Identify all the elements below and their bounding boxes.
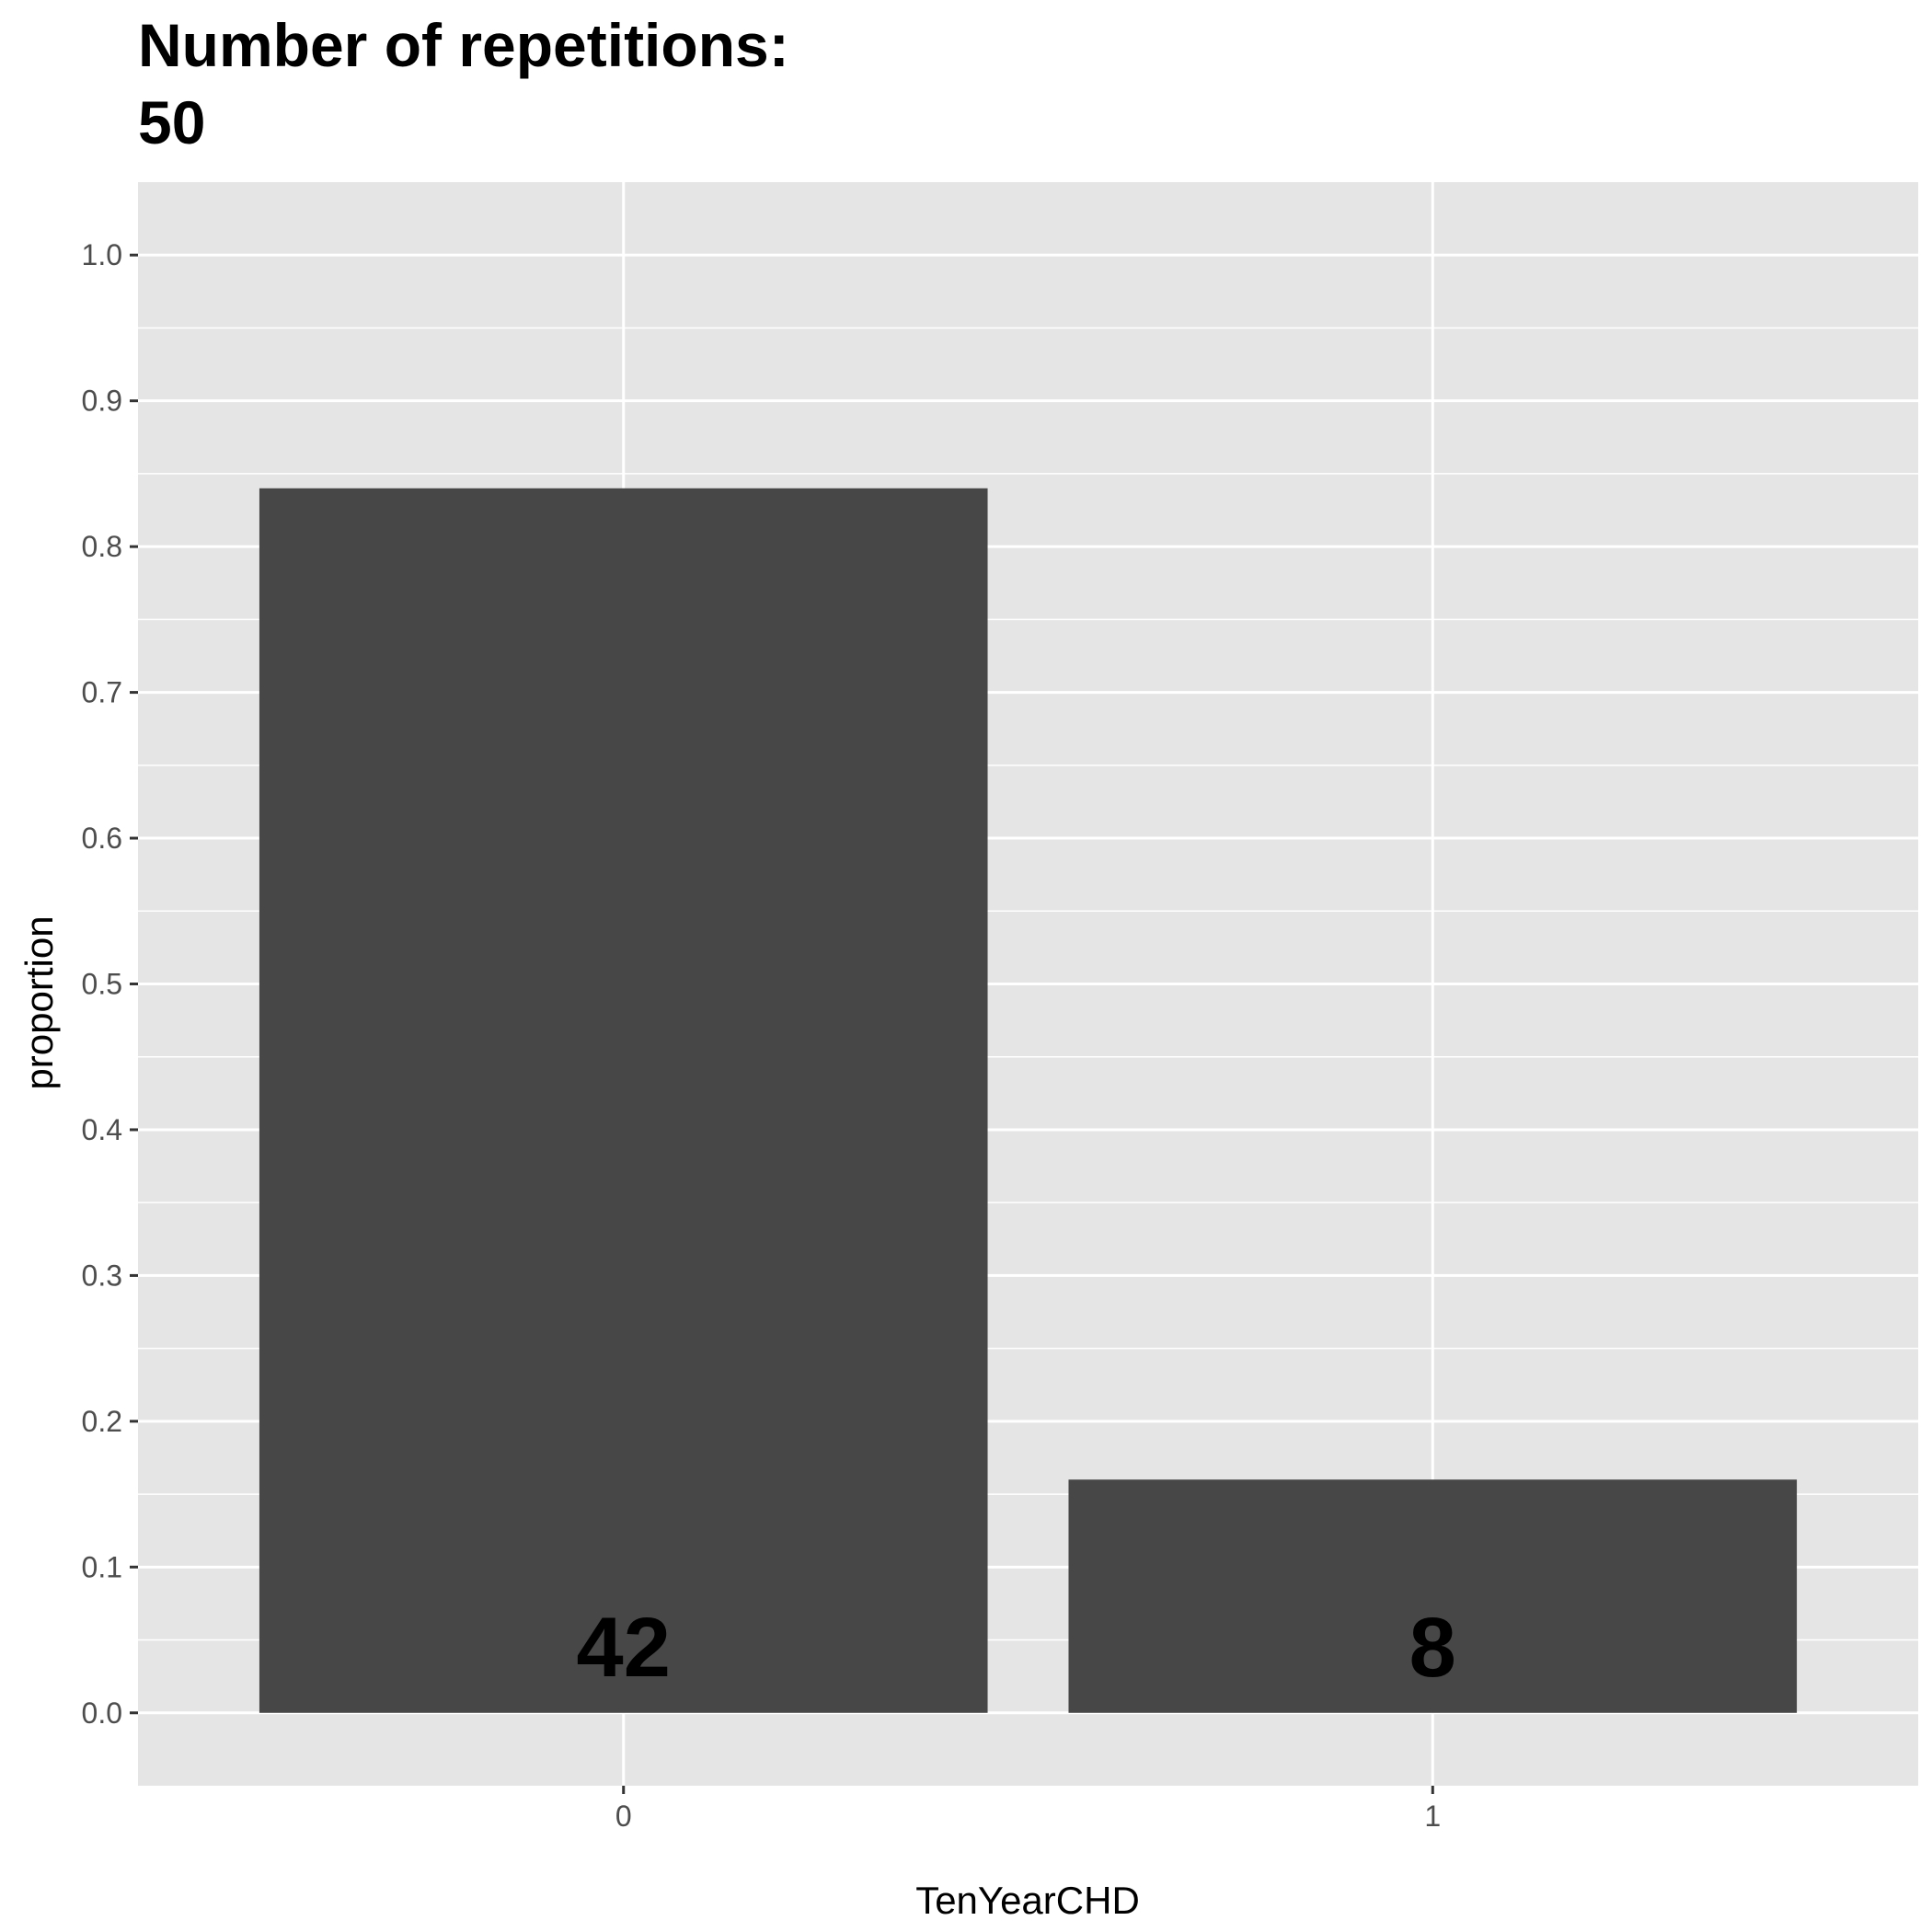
y-tick-label: 0.5	[82, 968, 122, 1001]
y-axis-title: proportion	[17, 915, 61, 1089]
y-tick-label: 1.0	[82, 238, 122, 271]
y-tick-label: 0.6	[82, 822, 122, 855]
x-tick-label: 1	[1424, 1800, 1441, 1833]
x-tick-label: 0	[615, 1800, 632, 1833]
bar-0	[259, 489, 988, 1713]
chart-title-line-2: 50	[138, 88, 205, 156]
x-axis-title: TenYearCHD	[915, 1879, 1140, 1922]
y-tick-label: 0.0	[82, 1696, 122, 1730]
y-tick-label: 0.9	[82, 385, 122, 418]
bar-count-label-1: 8	[1409, 1601, 1456, 1695]
y-tick-label: 0.4	[82, 1113, 122, 1146]
y-tick-label: 0.3	[82, 1259, 122, 1292]
y-tick-label: 0.7	[82, 676, 122, 709]
y-axis: 0.0 0.1 0.2 0.3 0.4 0.5 0.6 0.7 0.8 0.9 1.0	[82, 238, 138, 1730]
y-tick-label: 0.2	[82, 1405, 122, 1438]
y-tick-label: 0.1	[82, 1550, 122, 1583]
y-tick-label: 0.8	[82, 530, 122, 563]
chart-title-line-1: Number of repetitions:	[138, 11, 789, 79]
bar-count-label-0: 42	[577, 1601, 671, 1695]
